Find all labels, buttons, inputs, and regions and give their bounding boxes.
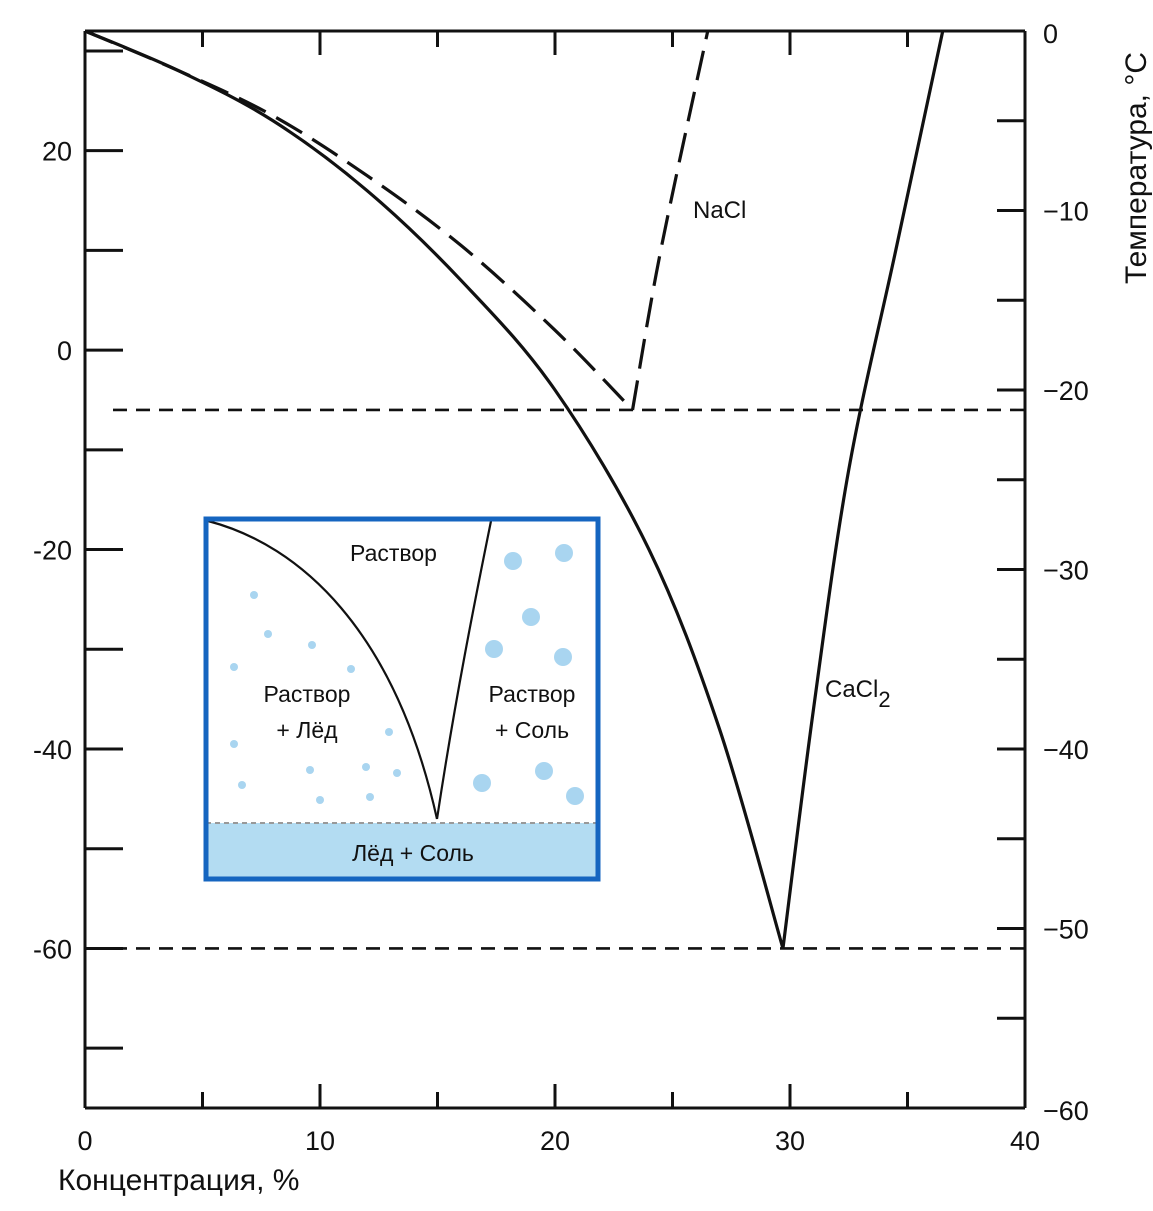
inset-background xyxy=(206,519,598,879)
inset-solution-salt-line2: + Соль xyxy=(495,717,569,743)
salt-crystal xyxy=(485,640,503,658)
x-tick-label: 40 xyxy=(1010,1126,1040,1156)
salt-crystal xyxy=(554,648,572,666)
inset-solution-ice-line2: + Лёд xyxy=(276,717,338,743)
salt-crystal xyxy=(535,762,553,780)
y-right-tick-label: −50 xyxy=(1043,915,1089,945)
series-curve-nacl xyxy=(84,29,710,412)
salt-crystal xyxy=(473,774,491,792)
inset-ice-salt-region xyxy=(206,823,598,879)
inset-solution-salt-line1: Раствор xyxy=(489,681,576,707)
x-axis-title: Концентрация, % xyxy=(58,1164,299,1197)
y-right-tick-label: −20 xyxy=(1043,376,1089,406)
ice-particle xyxy=(306,766,314,774)
ice-particle xyxy=(316,796,324,804)
x-tick-label: 10 xyxy=(305,1126,335,1156)
ice-particle xyxy=(230,740,238,748)
salt-crystal xyxy=(522,608,540,626)
y-left-tick-label: 20 xyxy=(42,137,72,167)
ice-particle xyxy=(230,663,238,671)
ice-particle xyxy=(393,769,401,777)
y-right-tick-label: −30 xyxy=(1043,556,1089,586)
inset-solution-label: Раствор xyxy=(350,540,437,566)
y-left-tick-label: 0 xyxy=(57,336,72,366)
inset-ice-salt-label: Лёд + Соль xyxy=(352,840,474,866)
ice-particle xyxy=(264,630,272,638)
x-tick-label: 0 xyxy=(77,1126,92,1156)
ice-particle xyxy=(347,665,355,673)
inset-salt-crystals xyxy=(473,544,584,805)
right-axis-title: Температура, °C xyxy=(1120,52,1153,284)
y-right-tick-label: −40 xyxy=(1043,735,1089,765)
ice-particle xyxy=(238,781,246,789)
y-right-tick-label: −10 xyxy=(1043,197,1089,227)
y-right-tick-label: 0 xyxy=(1043,19,1058,49)
salt-crystal xyxy=(504,552,522,570)
series-curves xyxy=(84,29,945,949)
inset-right-curve xyxy=(435,520,493,820)
reference-lines xyxy=(113,408,1025,950)
nacl-label: NaCl xyxy=(693,197,746,224)
ice-particle xyxy=(250,591,258,599)
x-tick-label: 20 xyxy=(540,1126,570,1156)
inset-left-curve xyxy=(207,519,439,820)
x-tick-label: 30 xyxy=(775,1126,805,1156)
y-left-tick-label: -60 xyxy=(33,934,72,964)
axis-ticks xyxy=(83,29,1027,1110)
inset-solution-ice-line1: Раствор xyxy=(264,681,351,707)
inset-ice-dots xyxy=(230,591,401,804)
ice-particle xyxy=(366,793,374,801)
salt-crystal xyxy=(555,544,573,562)
ice-particle xyxy=(308,641,316,649)
cacl2-label: CaCl2 xyxy=(825,676,891,712)
series-curve-cacl2 xyxy=(84,29,945,949)
y-left-tick-label: -40 xyxy=(33,735,72,765)
ice-particle xyxy=(362,763,370,771)
cacl2-label-sub: 2 xyxy=(878,687,890,712)
inset-phase-diagram: Раствор Раствор + Лёд Раствор + Соль Лёд… xyxy=(203,516,601,882)
salt-crystal xyxy=(566,787,584,805)
tick-labels: 0 10 20 30 40 20 0 -20 -40 -60 0 −10 −20 −30 −40 −50 −60 xyxy=(33,19,1089,1156)
y-left-tick-label: -20 xyxy=(33,536,72,566)
inset-border xyxy=(203,516,601,882)
ice-particle xyxy=(385,728,393,736)
y-right-tick-label: −60 xyxy=(1043,1096,1089,1126)
cacl2-label-base: CaCl xyxy=(825,676,878,703)
